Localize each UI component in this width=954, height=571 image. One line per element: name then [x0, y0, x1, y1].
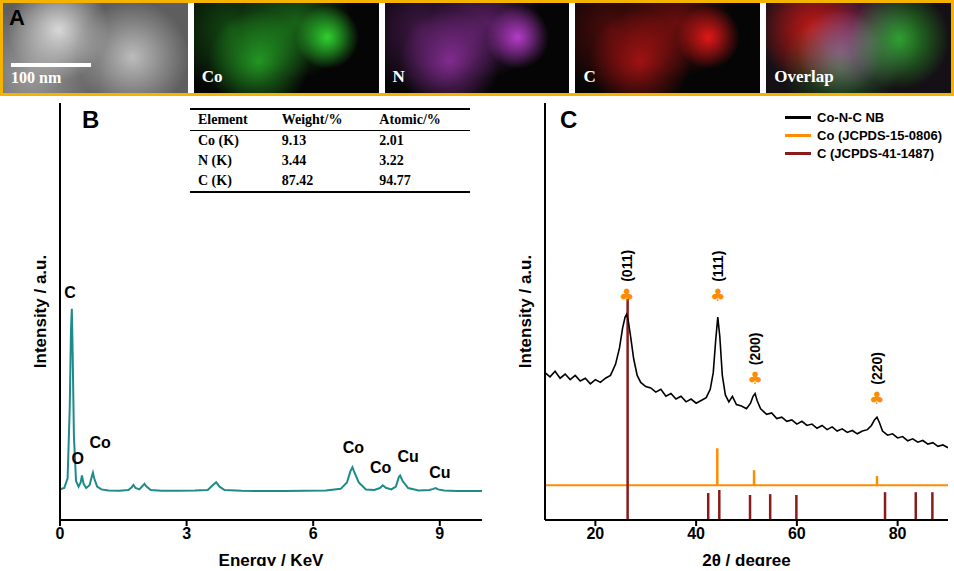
html-text:C (JCPDS-41-1487): C (JCPDS-41-1487) [817, 145, 934, 161]
html-text:Overlap: Overlap [774, 67, 834, 86]
html-text:C: C [583, 67, 596, 86]
svg-text:3: 3 [182, 525, 191, 542]
html-text:B: B [82, 106, 100, 133]
html-text:C: C [560, 106, 578, 133]
html-text:2.01: 2.01 [379, 133, 404, 148]
html-text:94.77: 94.77 [379, 173, 411, 188]
svg-text:Co: Co [370, 459, 392, 476]
svg-text:60: 60 [788, 525, 806, 542]
svg-text:C: C [64, 284, 76, 301]
svg-text:(111): (111) [710, 251, 726, 282]
svg-text:0: 0 [56, 525, 65, 542]
svg-text:20: 20 [586, 525, 604, 542]
svg-text:Cu: Cu [429, 464, 450, 481]
svg-text:Co: Co [89, 434, 111, 451]
html-text:3.44: 3.44 [281, 153, 307, 168]
svg-text:(200): (200) [747, 333, 763, 366]
svg-text:Energy / KeV: Energy / KeV [219, 551, 325, 566]
html-text:100 nm: 100 nm [11, 69, 62, 86]
html-text:Weight/%: Weight/% [281, 112, 343, 127]
svg-text:♣: ♣ [747, 368, 762, 388]
html-text:87.42: 87.42 [281, 173, 314, 188]
svg-text:♣: ♣ [869, 388, 884, 408]
html-text:A: A [9, 5, 25, 30]
html-text:N: N [392, 67, 405, 86]
svg-text:Cu: Cu [397, 448, 418, 465]
svg-text:Co: Co [343, 439, 365, 456]
html-text:Co: Co [201, 67, 223, 86]
svg-text:♣: ♣ [619, 285, 634, 305]
html-text:Atomic/%: Atomic/% [379, 112, 441, 127]
svg-text:Intensity / a.u.: Intensity / a.u. [516, 255, 535, 368]
svg-text:2θ / degree: 2θ / degree [702, 551, 791, 566]
svg-text:(011): (011) [619, 250, 635, 282]
svg-text:O: O [71, 450, 83, 467]
svg-text:(220): (220) [869, 352, 885, 385]
html-text:Co-N-C NB: Co-N-C NB [817, 109, 885, 125]
html-text:3.22: 3.22 [379, 153, 404, 168]
svg-text:40: 40 [687, 525, 705, 542]
svg-text:80: 80 [889, 525, 907, 542]
html-text:Co (JCPDS-15-0806): Co (JCPDS-15-0806) [817, 127, 942, 143]
svg-text:♣: ♣ [710, 285, 725, 305]
svg-text:6: 6 [309, 525, 318, 542]
html-text:C (K): C (K) [198, 173, 232, 188]
svg-text:Intensity / a.u.: Intensity / a.u. [31, 255, 50, 368]
html-text:Co (K): Co (K) [198, 133, 239, 148]
html-text:9.13: 9.13 [281, 133, 307, 148]
html-text:N (K): N (K) [198, 153, 232, 168]
svg-text:9: 9 [435, 525, 444, 542]
html-text:Element: Element [198, 112, 248, 127]
